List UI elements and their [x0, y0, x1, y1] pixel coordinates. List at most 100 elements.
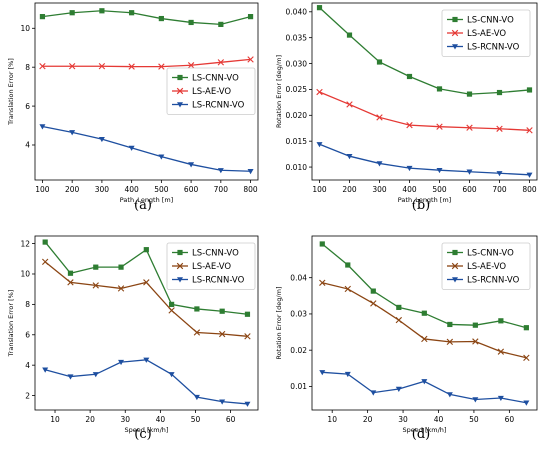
x-tick-label: 10: [327, 415, 337, 424]
x-tick-label: 500: [432, 185, 447, 194]
x-tick-label: 500: [154, 185, 169, 194]
data-point: [497, 348, 505, 355]
x-tick-label: 200: [342, 185, 357, 194]
caption-a: (a): [134, 198, 152, 213]
x-tick-label: 200: [65, 185, 80, 194]
data-point: [396, 304, 402, 311]
data-point: [218, 330, 226, 338]
data-point: [466, 169, 473, 175]
data-point: [244, 311, 251, 317]
y-tick-label: 2: [25, 391, 30, 400]
data-point: [446, 392, 453, 398]
data-point: [188, 19, 194, 26]
y-axis-label: Translation Error [%]: [7, 58, 15, 126]
data-point: [194, 306, 200, 312]
data-point: [344, 285, 351, 293]
x-tick-label: 800: [522, 185, 537, 194]
legend-swatch-marker: [452, 16, 458, 23]
legend-swatch-marker: [176, 262, 184, 270]
data-point: [436, 123, 443, 130]
data-point: [421, 379, 428, 385]
data-point: [244, 333, 251, 340]
y-tick-label: 0.025: [286, 85, 308, 94]
y-tick-label: 10: [20, 24, 30, 33]
data-point: [188, 162, 195, 168]
data-point: [68, 63, 76, 70]
data-point: [346, 153, 353, 160]
data-point: [319, 279, 326, 286]
legend-swatch-marker: [177, 74, 183, 81]
data-point: [316, 5, 323, 11]
y-tick-label: 4: [25, 141, 30, 150]
data-point: [436, 167, 443, 174]
data-point: [370, 300, 377, 307]
x-axis-label: Speed [km/h]: [403, 426, 447, 434]
legend-label: LS-CNN-VO: [192, 249, 239, 259]
data-point: [370, 390, 377, 396]
series-line-3: [319, 143, 530, 176]
data-point: [158, 15, 164, 22]
plot-frame: [311, 235, 538, 411]
y-tick-label: 0.01: [290, 382, 307, 391]
x-tick-label: 400: [124, 185, 139, 194]
legend: LS-CNN-VO LS-AE-VO LS-RCNN-VO: [166, 67, 256, 115]
data-point: [39, 63, 46, 70]
legend-box: [441, 242, 531, 290]
x-axis-label: Path_Length [m]: [398, 196, 451, 204]
x-tick-label: 40: [156, 415, 166, 424]
data-point: [496, 171, 503, 177]
data-point: [117, 285, 125, 292]
series-line-2: [319, 91, 530, 131]
chart-panel-2: 100 200 300 400 500 600 700 800 0.010 0.015 0.020 0…: [275, 2, 538, 204]
data-point: [523, 354, 530, 361]
data-point: [42, 367, 49, 373]
x-tick-label: 300: [95, 185, 110, 194]
x-tick-label: 60: [226, 415, 236, 424]
x-tick-label: 100: [35, 185, 50, 194]
data-point: [98, 136, 105, 143]
y-tick-label: 6: [25, 330, 30, 339]
data-point: [376, 114, 383, 121]
series-line-3: [322, 371, 527, 404]
legend-swatch-marker: [452, 277, 458, 283]
y-axis-label: Rotation Error [deg/m]: [275, 286, 283, 359]
data-point: [187, 62, 195, 69]
x-axis-label: Path_Length [m]: [120, 196, 173, 204]
data-point: [67, 279, 74, 286]
data-point: [498, 318, 504, 324]
x-tick-label: 600: [184, 185, 199, 194]
x-tick-label: 30: [398, 415, 408, 424]
y-tick-label: 6: [25, 102, 30, 111]
x-axis-label: Speed [km/h]: [125, 426, 169, 434]
legend-swatch-marker: [177, 102, 183, 108]
data-point: [316, 142, 323, 148]
data-point: [247, 169, 254, 175]
caption-c: (c): [134, 427, 152, 442]
y-tick-label: 0.02: [290, 346, 307, 355]
data-point: [472, 338, 479, 345]
series-line-1: [319, 7, 530, 95]
data-point: [466, 91, 473, 97]
data-point: [92, 282, 99, 289]
data-point: [370, 288, 376, 294]
y-tick-label: 0.040: [286, 7, 308, 16]
data-point: [93, 264, 99, 270]
y-tick-label: 8: [25, 63, 30, 72]
y-tick-label: 8: [25, 300, 30, 309]
data-point: [247, 14, 254, 20]
data-point: [406, 165, 413, 172]
legend-label: LS-RCNN-VO: [467, 276, 520, 286]
x-tick-label: 300: [372, 185, 387, 194]
legend-box: [441, 9, 531, 57]
x-tick-label: 700: [214, 185, 229, 194]
data-point: [41, 258, 49, 266]
data-point: [472, 322, 478, 328]
x-tick-label: 50: [469, 415, 479, 424]
data-point: [526, 127, 533, 134]
data-point: [346, 32, 353, 38]
legend-label: LS-AE-VO: [192, 262, 231, 272]
data-point: [158, 63, 165, 70]
data-point: [92, 372, 99, 378]
data-point: [421, 335, 428, 343]
caption-d: (d): [411, 427, 431, 442]
